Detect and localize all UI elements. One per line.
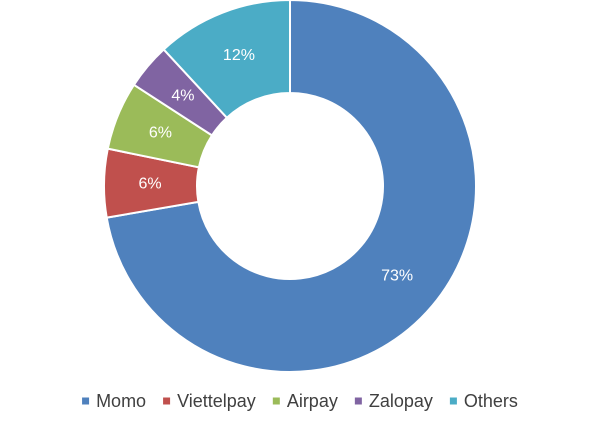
legend-label-momo: Momo [96,391,146,411]
data-label-others: 12% [223,47,255,64]
legend-label-viettelpay: Viettelpay [177,391,256,411]
slice-labels: 73% 6% 6% 4% 12% [138,47,413,285]
legend-label-zalopay: Zalopay [369,391,433,411]
legend-marker-zalopay [354,397,362,405]
legend-item-airpay: Airpay [272,391,338,411]
legend-item-momo: Momo [82,391,146,411]
legend-item-viettelpay: Viettelpay [163,391,256,411]
slice-others [162,0,291,120]
legend-marker-airpay [272,397,280,405]
donut-slices [103,0,477,373]
data-label-airpay: 6% [149,124,172,141]
legend-item-zalopay: Zalopay [354,391,433,411]
legend-label-airpay: Airpay [287,391,338,411]
data-label-viettelpay: 6% [138,175,161,192]
legend-marker-momo [82,397,90,405]
legend-marker-viettelpay [163,397,171,405]
legend-label-others: Others [464,391,518,411]
data-label-zalopay: 4% [171,87,194,104]
slice-momo [105,0,477,373]
legend-marker-others [449,397,457,405]
data-label-momo: 73% [381,268,413,285]
legend: Momo Viettelpay Airpay Zalopay Others [82,391,518,411]
legend-item-others: Others [449,391,518,411]
